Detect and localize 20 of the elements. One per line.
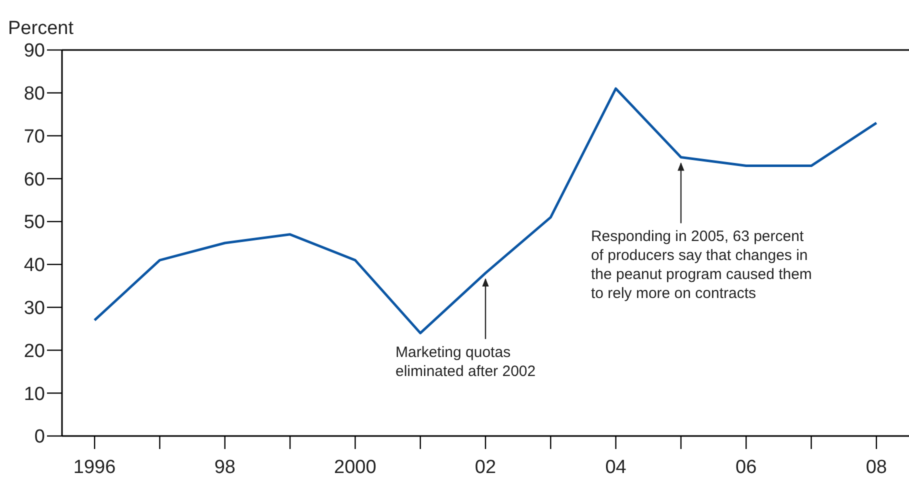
x-tick-label: 02 — [474, 457, 496, 477]
x-tick-label: 06 — [736, 457, 757, 477]
y-tick-label: 30 — [24, 298, 45, 319]
y-tick-label: 70 — [24, 126, 45, 148]
annotation: Responding in 2005, 63 percent of producers say that changes in the peanut program caused them to rely more on contracts — [590, 228, 812, 302]
annotation: Marketing quotas eliminated after 2002 — [396, 344, 536, 380]
x-tick-label: 08 — [866, 457, 887, 477]
x-tick-label: 98 — [214, 457, 236, 477]
y-tick-label: 90 — [24, 40, 45, 62]
x-tick-label: 1996 — [73, 457, 116, 477]
y-tick-label: 20 — [24, 340, 45, 362]
y-tick-label: 10 — [24, 384, 45, 405]
x-tick-label: 2000 — [334, 457, 376, 477]
y-tick-label: 80 — [24, 84, 45, 105]
x-tick-label: 04 — [605, 457, 627, 477]
y-tick-label: 40 — [24, 255, 45, 276]
y-tick-label: 50 — [24, 212, 45, 234]
y-tick-label: 0 — [34, 426, 45, 448]
y-axis-title: Percent — [8, 18, 74, 39]
y-tick-label: 60 — [24, 169, 45, 190]
